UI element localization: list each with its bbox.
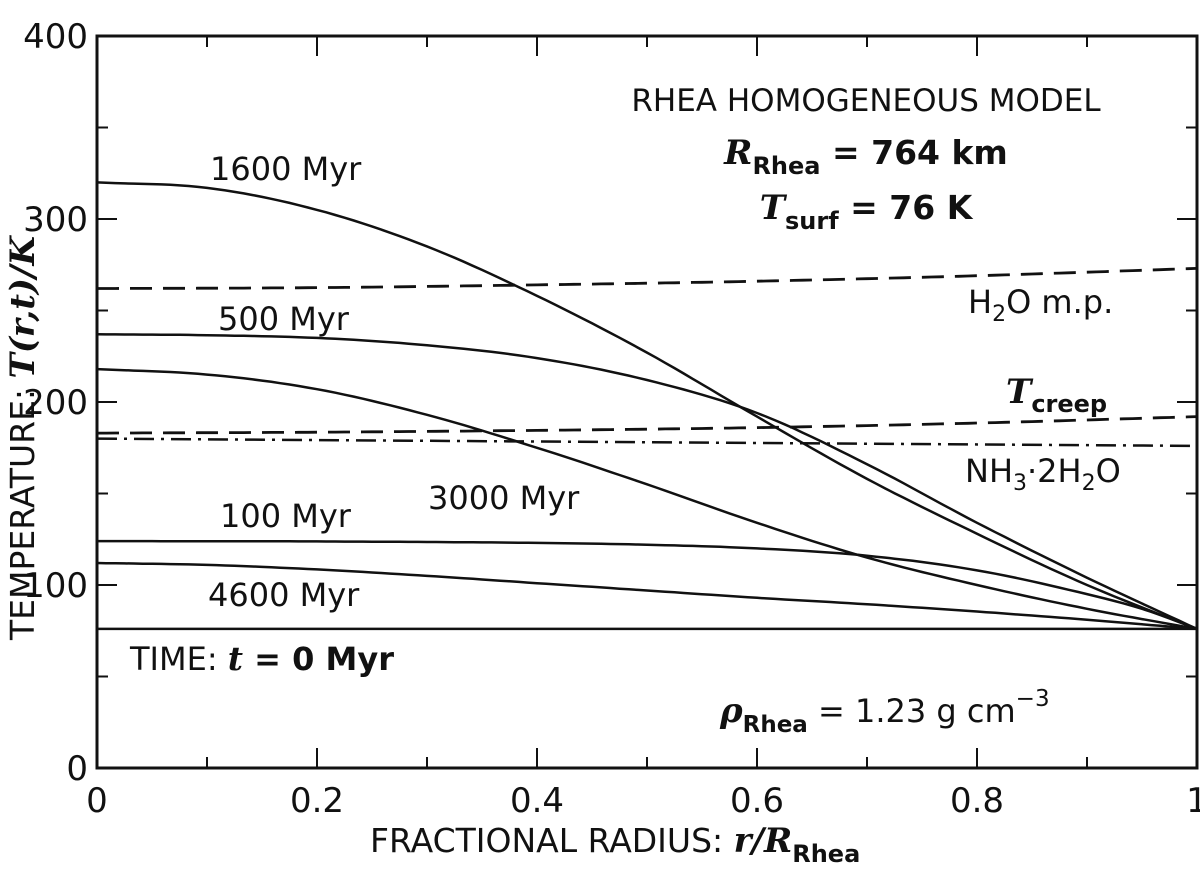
y-tick-label: 400: [23, 17, 88, 57]
x-tick-label: 0.2: [290, 781, 344, 821]
x-tick-label: 0.4: [510, 781, 564, 821]
label-1600-myr: 1600 Myr: [210, 150, 362, 188]
series-line-1600-myr: [96, 181, 1198, 631]
density-param: ρRhea = 1.23 g cm−3: [719, 686, 1050, 738]
label-h2o-mp: H2O m.p.: [968, 283, 1113, 327]
tsurf-param: Tsurf = 76 K: [760, 188, 974, 235]
label-100-myr: 100 Myr: [220, 497, 352, 535]
x-ticks: 0 0.2 0.4 0.6 0.8 1: [86, 36, 1200, 821]
series-line-500-myr: [96, 333, 1198, 631]
series-line-100-myr: [97, 539, 1198, 631]
x-tick-label: 0.6: [730, 781, 784, 821]
x-tick-label: 0: [86, 781, 108, 821]
series-line-t-creep: [97, 415, 1198, 435]
y-tick-label: 0: [66, 749, 88, 789]
y-axis-label: TEMPERATURE: T(r,t)/K: [3, 235, 43, 641]
series-line-3000-myr: [96, 367, 1198, 631]
curves: [96, 181, 1198, 631]
series-line-h2o-m-p: [97, 267, 1198, 290]
y-ticks: 0 100 200 300 400: [23, 17, 1197, 789]
x-axis-label: FRACTIONAL RADIUS: r/RRhea: [370, 821, 860, 868]
y-tick-label: 100: [23, 566, 88, 606]
radius-param: RRhea = 764 km: [723, 133, 1008, 180]
y-tick-label: 200: [23, 383, 88, 423]
series-line-4600-myr: [96, 561, 1198, 631]
label-4600-myr: 4600 Myr: [208, 576, 360, 614]
time-label: TIME: t = 0 Myr: [129, 639, 394, 678]
series-line-nh3-2h2o: [96, 437, 1198, 448]
y-tick-label: 300: [23, 200, 88, 240]
chart-title: RHEA HOMOGENEOUS MODEL: [631, 83, 1101, 119]
label-nh3-2h2o: NH3·2H2O: [965, 452, 1121, 496]
x-tick-label: 1: [1186, 781, 1200, 821]
label-500-myr: 500 Myr: [218, 300, 350, 338]
label-t-creep: Tcreep: [1006, 372, 1107, 418]
label-3000-myr: 3000 Myr: [428, 479, 580, 517]
x-tick-label: 0.8: [950, 781, 1004, 821]
